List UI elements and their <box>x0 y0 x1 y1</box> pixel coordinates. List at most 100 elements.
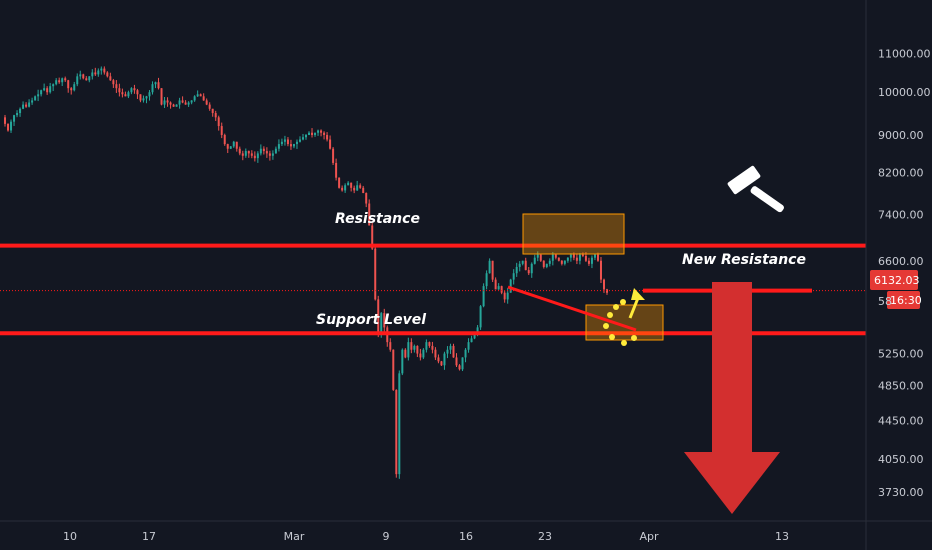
candle-body <box>157 82 160 89</box>
candle-body <box>467 342 470 350</box>
target-zone <box>585 304 664 341</box>
candle-body <box>326 134 329 140</box>
yellow-arrow-head <box>631 288 645 300</box>
down-arrow-shaft <box>712 282 752 454</box>
current-price-label: 6132.03 <box>874 274 920 287</box>
candle-body <box>193 96 196 101</box>
y-tick-label: 5250.00 <box>878 348 924 361</box>
candle-body <box>184 102 187 105</box>
y-tick-label: 4450.00 <box>878 415 924 428</box>
candle-body <box>61 78 64 83</box>
candle-body <box>524 260 527 271</box>
candle-body <box>235 141 238 149</box>
candle-body <box>151 84 154 93</box>
candle-body <box>280 141 283 145</box>
candle-body <box>22 104 25 109</box>
x-tick-label: 13 <box>775 530 789 543</box>
candle-body <box>374 248 377 300</box>
x-tick-label: Mar <box>284 530 305 543</box>
candle-body <box>422 349 425 358</box>
candle-body <box>398 373 401 475</box>
candle-body <box>323 132 326 135</box>
candle-body <box>599 260 602 280</box>
candle-body <box>329 139 332 149</box>
trendline <box>507 285 637 332</box>
candle-body <box>575 257 578 261</box>
candle-body <box>121 92 124 95</box>
candle-body <box>332 148 335 163</box>
x-tick-label: 16 <box>459 530 473 543</box>
candle-body <box>425 342 428 350</box>
resistance-label: Resistance <box>335 211 420 227</box>
y-tick-label: 6600.00 <box>878 255 924 268</box>
candle-body <box>545 263 548 267</box>
candle-body <box>560 260 563 264</box>
candle-body <box>268 153 271 156</box>
candle-body <box>485 273 488 287</box>
candle-body <box>314 132 317 135</box>
candle-body <box>136 90 139 95</box>
candle-body <box>199 94 202 97</box>
x-tick-label: Apr <box>639 530 659 543</box>
candle-body <box>13 115 16 122</box>
candle-body <box>440 361 443 366</box>
candle-body <box>494 279 497 290</box>
candle-body <box>28 102 31 107</box>
candle-body <box>52 84 55 87</box>
y-axis-labels: 11000.00 10000.00 9000.00 8200.00 7400.00 660… <box>878 48 931 500</box>
candle-body <box>241 153 244 156</box>
candle-body <box>175 104 178 107</box>
yellow-dot <box>603 323 609 329</box>
candle-body <box>503 292 506 300</box>
countdown-label: 16:30 <box>890 294 922 307</box>
candle-body <box>58 80 61 83</box>
candle-body <box>82 74 85 79</box>
candle-body <box>410 342 413 350</box>
yellow-dot <box>607 312 613 318</box>
candle-body <box>88 76 91 81</box>
candle-body <box>25 104 28 107</box>
candle-body <box>578 254 581 261</box>
candle-body <box>602 279 605 290</box>
candle-body <box>518 263 521 267</box>
candle-body <box>434 349 437 358</box>
candle-body <box>67 80 70 89</box>
candle-body <box>208 104 211 109</box>
candle-body <box>470 338 473 343</box>
yellow-dot <box>621 340 627 346</box>
x-tick-label: 17 <box>142 530 156 543</box>
candle-body <box>148 92 151 97</box>
candle-body <box>350 182 353 188</box>
candle-body <box>449 345 452 350</box>
candle-body <box>554 254 557 258</box>
candle-body <box>97 70 100 75</box>
candle-body <box>389 342 392 350</box>
candle-body <box>79 74 82 77</box>
candle-body <box>308 132 311 135</box>
candle-body <box>311 132 314 135</box>
candle-body <box>55 80 58 85</box>
candle-body <box>473 334 476 339</box>
candle-body <box>163 100 166 105</box>
candles-layer <box>4 66 608 479</box>
candle-body <box>106 72 109 77</box>
candle-body <box>238 148 241 154</box>
candle-body <box>335 162 338 178</box>
candle-body <box>392 349 395 390</box>
candle-body <box>428 342 431 346</box>
candle-body <box>220 126 223 135</box>
candle-body <box>115 84 118 89</box>
candle-body <box>187 102 190 105</box>
candle-body <box>368 203 371 226</box>
candle-body <box>551 254 554 261</box>
yellow-dot <box>609 334 615 340</box>
candle-body <box>563 260 566 264</box>
candle-body <box>347 182 350 186</box>
candle-body <box>509 279 512 293</box>
candle-body <box>265 151 268 154</box>
candle-body <box>301 137 304 140</box>
candle-body <box>353 187 356 191</box>
y-tick-label: 4850.00 <box>878 380 924 393</box>
candle-body <box>259 148 262 154</box>
